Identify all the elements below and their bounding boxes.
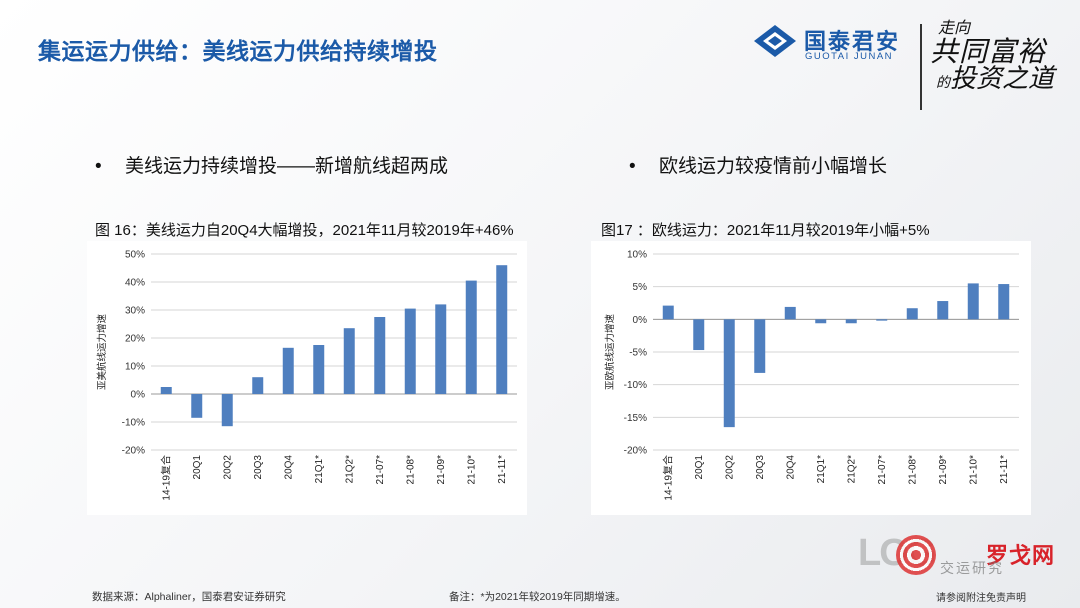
- x-tick-label: 21-11*: [497, 455, 508, 484]
- footer-note: 备注：*为2021年较2019年同期增速。: [449, 591, 626, 603]
- x-tick-label: 21-08*: [405, 455, 416, 485]
- bar-21Q2*: [343, 328, 355, 394]
- figure-caption-16: 图 16：美线运力自20Q4大幅增投，2021年11月较2019年+46%: [95, 222, 514, 239]
- bar-20Q4: [784, 306, 796, 320]
- bar-21-11*: [496, 265, 508, 394]
- brand-name-cn: 国泰君安: [804, 29, 901, 54]
- bar-21-10*: [967, 283, 979, 320]
- bullet-eu: • 欧线运力较疫情前小幅增长: [629, 151, 887, 178]
- x-tick-label: 20Q1: [192, 455, 203, 480]
- bar-21-09*: [435, 304, 447, 394]
- chart-panel-eu: 10% 5% 0% -5% -10% -15% -20% 14-19复合 20Q1 20Q2 20Q…: [591, 241, 1031, 515]
- bar-21-08*: [906, 308, 918, 320]
- slogan-line1: 走向: [938, 18, 971, 37]
- y-tick-label: 5%: [633, 282, 648, 293]
- x-tick-label: 20Q4: [283, 455, 294, 480]
- y-tick-label: -15%: [624, 413, 647, 424]
- x-tick-label: 21-11*: [999, 455, 1010, 484]
- slogan-line2: 共同富裕: [930, 34, 1047, 68]
- bar-21-07*: [374, 317, 386, 394]
- bar-20Q2: [723, 319, 735, 428]
- footer-disclaimer: 请参阅附注免责声明: [936, 593, 1026, 604]
- y-tick-label: 0%: [131, 390, 146, 401]
- watermark-sub: 交运研究: [940, 560, 1004, 576]
- y-tick-label: 40%: [125, 278, 145, 289]
- target-icon: [896, 535, 936, 575]
- guotai-junan-logo-icon: [754, 25, 796, 57]
- chart-panel-us: 50% 40% 30% 20% 10% 0% -10% -20% 14-19复合 20Q1 20Q2…: [87, 241, 527, 515]
- x-tick-label: 20Q3: [253, 455, 264, 480]
- bar-21-07*: [876, 319, 888, 321]
- bar-14-19复合: [662, 305, 674, 320]
- bar-21Q1*: [313, 345, 325, 394]
- page-title: 集运运力供给：美线运力供给持续增投: [38, 38, 438, 64]
- eu-capacity-chart: 10% 5% 0% -5% -10% -15% -20% 14-19复合 20Q1 20Q2 20Q…: [604, 250, 1019, 501]
- y-tick-label: 10%: [125, 362, 145, 373]
- x-tick-label: 21Q2*: [846, 455, 857, 483]
- y-axis-label: 亚欧航线运力增速: [604, 314, 616, 391]
- x-tick-label: 20Q3: [755, 455, 766, 480]
- y-tick-label: -10%: [624, 380, 647, 391]
- x-tick-label: 21Q2*: [344, 455, 355, 483]
- x-tick-label: 20Q2: [222, 455, 233, 480]
- y-tick-label: -20%: [624, 446, 647, 457]
- brand-name-en: GUOTAI JUNAN: [805, 51, 894, 62]
- slogan: 走向 共同富裕 的投资之道: [930, 18, 1070, 93]
- watermark-cn: 罗戈网: [986, 543, 1056, 568]
- y-tick-label: 20%: [125, 334, 145, 345]
- bar-20Q3: [754, 319, 766, 373]
- x-tick-label: 20Q4: [785, 455, 796, 480]
- bar-21-08*: [404, 308, 416, 394]
- figure-caption-17: 图17 ：欧线运力：2021年11月较2019年小幅+5%: [601, 222, 930, 239]
- x-tick-label: 14-19复合: [159, 455, 172, 501]
- bar-21Q1*: [815, 319, 827, 324]
- x-tick-label: 21-10*: [968, 455, 979, 485]
- y-tick-label: 30%: [125, 306, 145, 317]
- bar-21-10*: [465, 280, 477, 394]
- header-divider: [920, 24, 922, 110]
- watermark: LOG 罗戈网 交运研究: [858, 532, 1078, 582]
- bullet-marker: •: [629, 156, 636, 177]
- bar-21-11*: [998, 284, 1010, 320]
- y-axis-label: 亚美航线运力增速: [96, 314, 108, 391]
- bullet-us: • 美线运力持续增投——新增航线超两成: [95, 151, 448, 178]
- y-tick-label: 10%: [627, 250, 647, 261]
- y-tick-label: 50%: [125, 250, 145, 261]
- footer-source: 数据来源：Alphaliner，国泰君安证券研究: [92, 591, 286, 603]
- x-tick-label: 20Q2: [724, 455, 735, 480]
- bar-20Q3: [252, 377, 264, 394]
- bar-21-09*: [937, 301, 949, 320]
- bar-21Q2*: [845, 319, 857, 324]
- slogan-line3: 的投资之道: [930, 66, 1070, 93]
- x-tick-label: 21-07*: [375, 455, 386, 485]
- x-tick-label: 21-10*: [466, 455, 477, 485]
- x-tick-label: 21-09*: [436, 455, 447, 485]
- bullet-text: 美线运力持续增投——新增航线超两成: [125, 156, 449, 177]
- bar-20Q2: [221, 394, 233, 427]
- x-tick-label: 21-09*: [938, 455, 949, 485]
- x-tick-label: 14-19复合: [661, 455, 674, 501]
- bar-20Q1: [191, 394, 203, 418]
- slogan-line3b: 投资之道: [950, 64, 1055, 95]
- brand-logo: 国泰君安 GUOTAI JUNAN: [752, 22, 912, 62]
- bar-20Q1: [693, 319, 705, 351]
- bar-14-19复合: [160, 387, 172, 394]
- bullet-text: 欧线运力较疫情前小幅增长: [659, 156, 888, 177]
- slogan-line3a: 的: [936, 75, 950, 92]
- x-tick-label: 20Q1: [694, 455, 705, 480]
- bar-20Q4: [282, 347, 294, 394]
- x-tick-label: 21-07*: [877, 455, 888, 485]
- y-tick-label: -5%: [629, 348, 647, 359]
- x-tick-label: 21-08*: [907, 455, 918, 485]
- bullet-marker: •: [95, 156, 102, 177]
- x-tick-label: 21Q1*: [314, 455, 325, 483]
- y-tick-label: 0%: [633, 315, 648, 326]
- y-tick-label: -10%: [122, 418, 145, 429]
- y-tick-label: -20%: [122, 446, 145, 457]
- us-capacity-chart: 50% 40% 30% 20% 10% 0% -10% -20% 14-19复合 20Q1 20Q2…: [96, 250, 517, 501]
- x-tick-label: 21Q1*: [816, 455, 827, 483]
